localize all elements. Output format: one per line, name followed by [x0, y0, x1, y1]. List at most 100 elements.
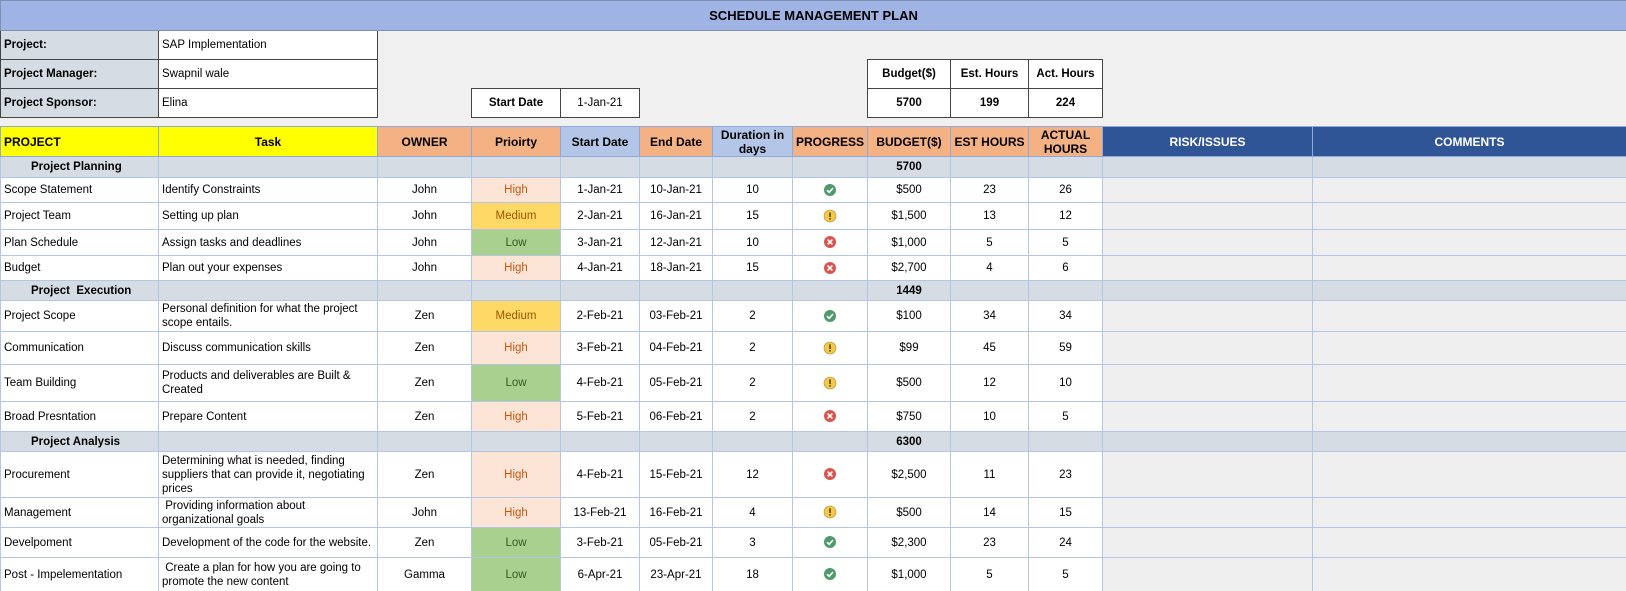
priority: High: [471, 497, 561, 528]
budget: $500: [867, 497, 951, 528]
budget: $500: [867, 177, 951, 203]
task-row: Broad Presntation Prepare Content Zen High 5…: [0, 401, 1626, 432]
group-name: Project Execution: [0, 280, 159, 301]
column-header: Start Date: [560, 126, 640, 157]
duration: 2: [712, 401, 793, 432]
column-header: ACTUAL HOURS: [1028, 126, 1103, 157]
duration: 2: [712, 300, 793, 332]
owner: Zen: [377, 451, 472, 498]
risk-cell: [1102, 557, 1313, 591]
actual-hours: 6: [1028, 255, 1103, 281]
duration: 15: [712, 202, 793, 230]
budget: $99: [867, 331, 951, 365]
priority: High: [471, 451, 561, 498]
owner: John: [377, 255, 472, 281]
comment-cell: [1311, 202, 1626, 230]
est-hours: 34: [950, 300, 1029, 332]
priority: High: [471, 401, 561, 432]
project: Project Team: [0, 202, 159, 230]
duration: 2: [712, 331, 793, 365]
column-header: RISK/ISSUES: [1102, 126, 1313, 157]
column-header: End Date: [639, 126, 713, 157]
cell: [471, 156, 561, 178]
group-row: Project Analysis 6300: [0, 431, 1626, 452]
risk-cell: [1102, 255, 1313, 281]
start-label: Start Date: [471, 88, 561, 118]
summary-value: 224: [1028, 88, 1103, 118]
cell: [560, 156, 640, 178]
cell: [158, 156, 378, 178]
est-hours: 23: [950, 527, 1029, 558]
progress-icon: [792, 229, 868, 256]
sheet-title: SCHEDULE MANAGEMENT PLAN: [0, 0, 1626, 31]
priority: Low: [471, 364, 561, 402]
owner: Gamma: [377, 557, 472, 591]
task: Products and deliverables are Built & Cr…: [158, 364, 378, 402]
cell: [1311, 156, 1626, 178]
start-date: 4-Feb-21: [560, 451, 640, 498]
task: Personal definition for what the project…: [158, 300, 378, 332]
project: Communication: [0, 331, 159, 365]
risk-cell: [1102, 177, 1313, 203]
task-row: Post - Impelementation Create a plan for…: [0, 557, 1626, 591]
budget: $1,000: [867, 229, 951, 256]
owner: Zen: [377, 527, 472, 558]
project: Procurement: [0, 451, 159, 498]
start-date: 4-Feb-21: [560, 364, 640, 402]
group-budget: 1449: [867, 280, 951, 301]
gap: [1, 118, 1626, 127]
est-hours: 12: [950, 364, 1029, 402]
end-date: 04-Feb-21: [639, 331, 713, 365]
column-header: Task: [158, 126, 378, 157]
priority: Low: [471, 527, 561, 558]
priority: High: [471, 331, 561, 365]
est-hours: 23: [950, 177, 1029, 203]
group-row: Project Planning 5700: [0, 156, 1626, 178]
task: Create a plan for how you are going to p…: [158, 557, 378, 591]
task-row: Team Building Products and deliverables a…: [0, 364, 1626, 402]
actual-hours: 12: [1028, 202, 1103, 230]
est-hours: 10: [950, 401, 1029, 432]
project: Management: [0, 497, 159, 528]
duration: 10: [712, 177, 793, 203]
cell: [1311, 280, 1626, 301]
duration: 12: [712, 451, 793, 498]
label: Project Manager:: [0, 59, 159, 89]
summary-header: Est. Hours: [950, 59, 1029, 89]
priority: Medium: [471, 300, 561, 332]
priority: Medium: [471, 202, 561, 230]
start-date: 5-Feb-21: [560, 401, 640, 432]
budget: $2,700: [867, 255, 951, 281]
cell: [377, 280, 472, 301]
actual-hours: 24: [1028, 527, 1103, 558]
end-date: 05-Feb-21: [639, 527, 713, 558]
comment-cell: [1311, 364, 1626, 402]
start-date: 6-Apr-21: [560, 557, 640, 591]
start-date: 2-Feb-21: [560, 300, 640, 332]
owner: Zen: [377, 401, 472, 432]
group-name: Project Analysis: [0, 431, 159, 452]
end-date: 06-Feb-21: [639, 401, 713, 432]
value: Elina: [158, 88, 378, 118]
project: Broad Presntation: [0, 401, 159, 432]
owner: John: [377, 177, 472, 203]
group-row: Project Execution 1449: [0, 280, 1626, 301]
owner: Zen: [377, 331, 472, 365]
cell: [377, 431, 472, 452]
task: Plan out your expenses: [158, 255, 378, 281]
cell: [560, 280, 640, 301]
task: Assign tasks and deadlines: [158, 229, 378, 256]
blank: [378, 31, 1626, 60]
budget: $750: [867, 401, 951, 432]
risk-cell: [1102, 202, 1313, 230]
task: Identify Constraints: [158, 177, 378, 203]
actual-hours: 34: [1028, 300, 1103, 332]
actual-hours: 59: [1028, 331, 1103, 365]
project: Scope Statement: [0, 177, 159, 203]
risk-cell: [1102, 364, 1313, 402]
priority: High: [471, 177, 561, 203]
progress-icon: [792, 202, 868, 230]
start-date: 1-Jan-21: [560, 177, 640, 203]
project: Plan Schedule: [0, 229, 159, 256]
